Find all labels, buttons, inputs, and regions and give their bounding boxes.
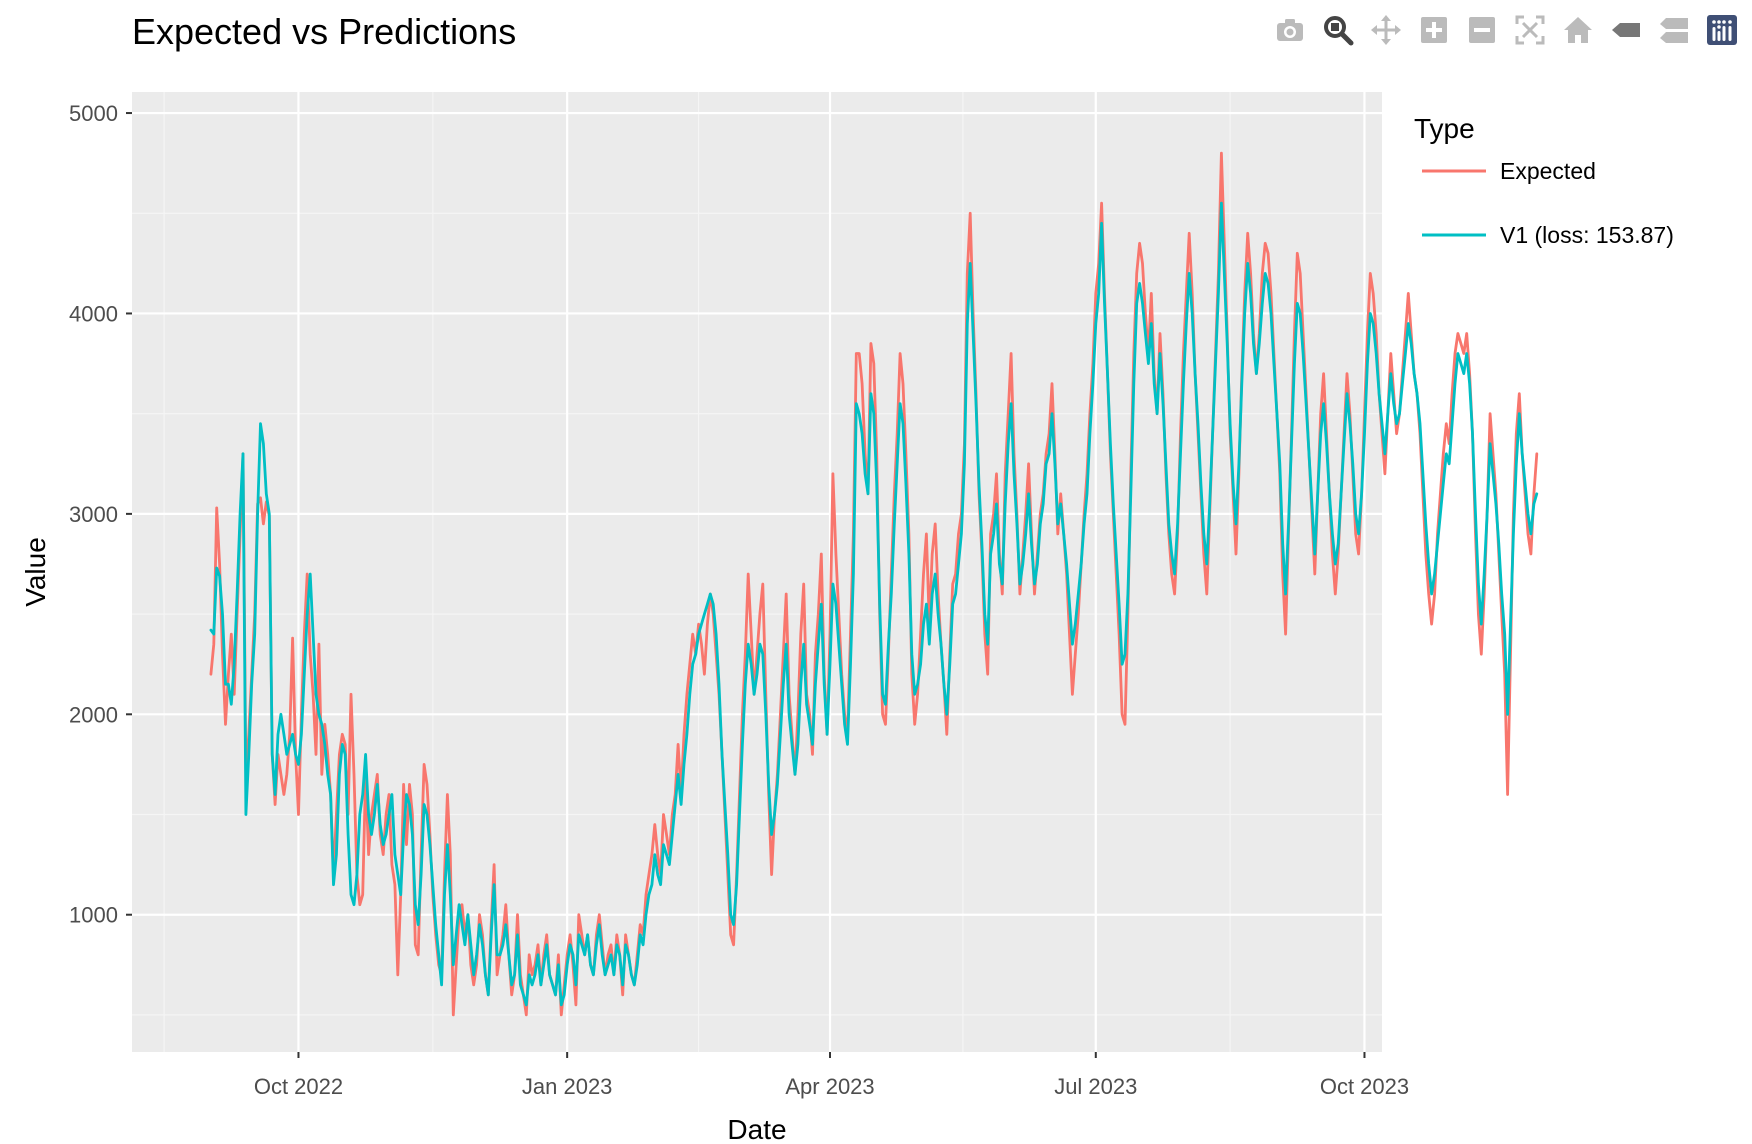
zoom-out-icon	[1469, 17, 1495, 43]
compare-hover-icon	[1660, 18, 1688, 43]
spike-lines-button[interactable]	[1604, 10, 1648, 50]
home-icon	[1564, 17, 1592, 43]
x-tick-label: Oct 2023	[1320, 1074, 1409, 1099]
zoom-icon	[1324, 16, 1354, 46]
pan-button[interactable]	[1364, 10, 1408, 50]
compare-hover-button[interactable]	[1652, 10, 1696, 50]
camera-icon	[1277, 19, 1303, 41]
plot-area[interactable]	[132, 92, 1382, 1052]
zoom-out-button[interactable]	[1460, 10, 1504, 50]
y-tick-label: 4000	[69, 301, 118, 326]
series-layer	[209, 151, 1539, 1017]
x-tick-label: Jan 2023	[522, 1074, 613, 1099]
legend-title: Type	[1414, 113, 1475, 144]
y-tick-label: 3000	[69, 502, 118, 527]
legend-item-expected[interactable]: Expected	[1422, 158, 1596, 184]
y-tick-label: 2000	[69, 702, 118, 727]
pan-icon	[1371, 15, 1401, 45]
x-tick-label: Jul 2023	[1054, 1074, 1137, 1099]
minor-gridlines	[132, 92, 1382, 1052]
zoom-in-icon	[1421, 17, 1447, 43]
legend-item-v1[interactable]: V1 (loss: 153.87)	[1422, 222, 1674, 248]
modebar	[1268, 10, 1744, 50]
zoom-in-button[interactable]	[1412, 10, 1456, 50]
y-tick-label: 5000	[69, 101, 118, 126]
chart-title: Expected vs Predictions	[132, 11, 516, 52]
zoom-button[interactable]	[1316, 10, 1360, 50]
x-axis-title: Date	[727, 1114, 786, 1144]
spike-lines-icon	[1612, 23, 1640, 37]
legend-label-expected: Expected	[1500, 158, 1596, 184]
x-axis: Oct 2022 Jan 2023 Apr 2023 Jul 2023 Oct 2023	[254, 1052, 1409, 1099]
plotly-logo-icon	[1707, 15, 1737, 45]
series-line-v1[interactable]	[209, 201, 1539, 1007]
y-axis-title: Value	[20, 537, 51, 607]
legend: Type Expected V1 (loss: 153.87)	[1414, 113, 1674, 248]
autoscale-icon	[1515, 15, 1545, 45]
y-tick-label: 1000	[69, 903, 118, 928]
x-tick-label: Apr 2023	[785, 1074, 874, 1099]
y-axis: 1000 2000 3000 4000 5000	[69, 101, 132, 928]
legend-label-v1: V1 (loss: 153.87)	[1500, 222, 1674, 248]
camera-button[interactable]	[1268, 10, 1312, 50]
autoscale-button[interactable]	[1508, 10, 1552, 50]
plotly-logo-button[interactable]	[1700, 10, 1744, 50]
reset-axes-button[interactable]	[1556, 10, 1600, 50]
x-tick-label: Oct 2022	[254, 1074, 343, 1099]
